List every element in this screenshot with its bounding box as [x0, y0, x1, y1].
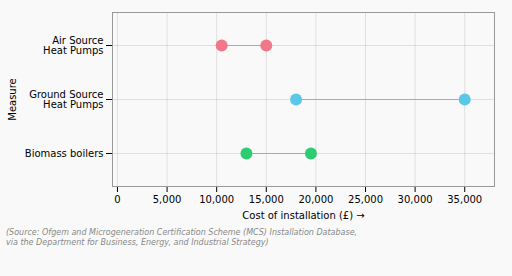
- svg-text:5,000: 5,000: [153, 194, 182, 205]
- svg-text:30,000: 30,000: [398, 194, 433, 205]
- svg-text:15,000: 15,000: [249, 194, 284, 205]
- svg-text:Biomass boilers: Biomass boilers: [25, 148, 104, 159]
- svg-text:0: 0: [114, 194, 120, 205]
- svg-text:Measure: Measure: [7, 78, 18, 121]
- svg-text:25,000: 25,000: [348, 194, 383, 205]
- svg-text:Ground SourceHeat Pumps: Ground SourceHeat Pumps: [29, 89, 103, 110]
- svg-text:Cost of installation (£) →: Cost of installation (£) →: [242, 210, 364, 221]
- svg-text:35,000: 35,000: [447, 194, 482, 205]
- svg-text:10,000: 10,000: [199, 194, 234, 205]
- svg-text:Air SourceHeat Pumps: Air SourceHeat Pumps: [43, 35, 103, 56]
- html-text:(Source: Ofgem and Microgenera: (Source: Ofgem and Microgeneration Certi…: [6, 228, 358, 248]
- svg-text:20,000: 20,000: [298, 194, 333, 205]
